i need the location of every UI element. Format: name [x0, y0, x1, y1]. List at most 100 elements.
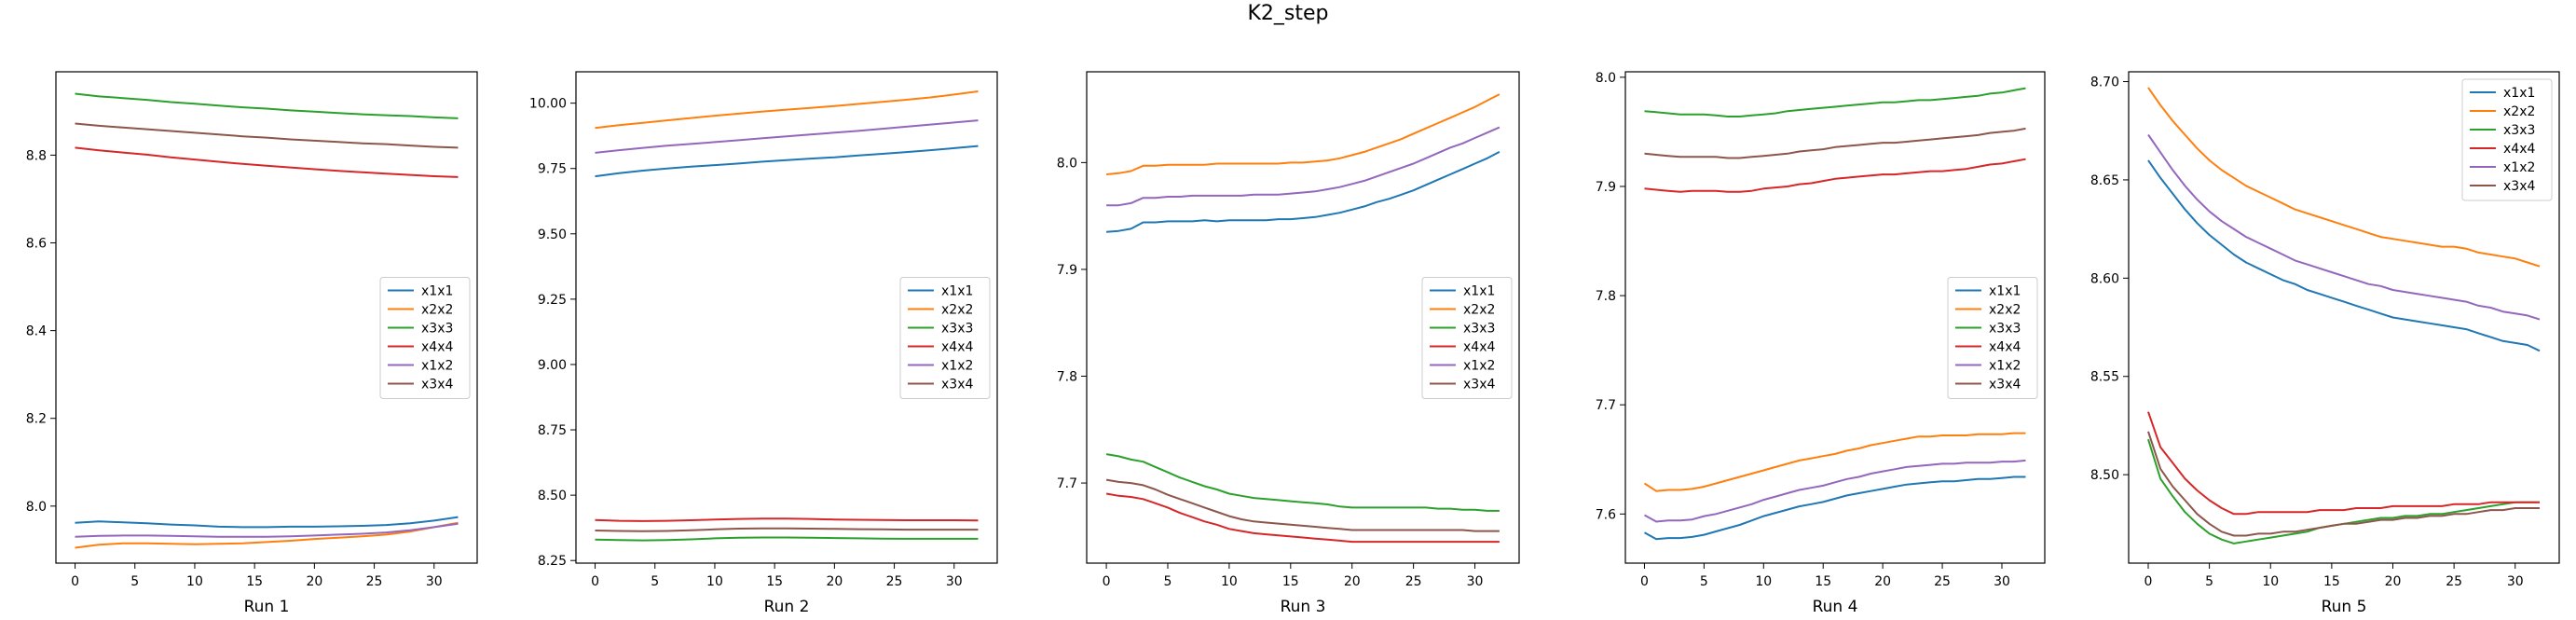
x-tick-label: 5: [130, 574, 139, 589]
x-tick-label: 15: [1282, 574, 1299, 589]
legend-label-x3x3: x3x3: [1463, 322, 1495, 337]
x-tick-label: 15: [246, 574, 263, 589]
series-line-x1x2: [595, 119, 979, 154]
y-tick-label: 8.2: [26, 412, 47, 427]
legend-label-x1x2: x1x2: [2503, 160, 2535, 175]
x-axis-label: Run 2: [764, 598, 810, 616]
series-line-x4x4: [1644, 158, 2026, 193]
series-line-x3x3: [595, 536, 979, 542]
x-tick-label: 10: [1755, 574, 1772, 589]
y-tick-label: 9.75: [538, 162, 567, 177]
x-tick-label: 0: [71, 574, 79, 589]
legend-label-x4x4: x4x4: [1463, 340, 1495, 355]
series-line-x2x2: [75, 521, 459, 549]
y-tick-label: 9.25: [538, 293, 567, 308]
x-tick-label: 25: [1405, 574, 1422, 589]
subplot-run-4: 0 5 10 15 20 25 30 7.6 7.7 7.8 7.9 8.0 Run 4 x1x1 x2x2…: [1596, 71, 2046, 616]
series-line-x1x1: [595, 145, 979, 178]
series-line-x1x2: [2147, 133, 2541, 321]
y-tick-label: 8.4: [26, 324, 47, 339]
series-line-x2x2: [2147, 87, 2541, 268]
legend-label-x3x3: x3x3: [2503, 123, 2535, 138]
y-tick-label: 8.0: [1057, 156, 1077, 171]
series-line-x3x4: [1644, 127, 2026, 159]
series-line-x1x2: [1644, 459, 2026, 523]
x-tick-label: 0: [2144, 574, 2153, 589]
x-tick-label: 0: [1640, 574, 1649, 589]
legend-label-x1x1: x1x1: [1463, 284, 1495, 299]
x-tick-label: 20: [1874, 574, 1891, 589]
x-tick-label: 25: [1934, 574, 1951, 589]
legend-label-x2x2: x2x2: [941, 303, 973, 318]
x-tick-label: 10: [1221, 574, 1238, 589]
legend-box: [379, 277, 471, 399]
y-tick-label: 8.75: [538, 423, 567, 438]
y-tick-label: 8.0: [26, 500, 47, 515]
legend-label-x3x4: x3x4: [941, 378, 973, 393]
y-tick-label: 8.25: [538, 554, 567, 569]
legend: x1x1 x2x2 x3x3 x4x4 x1x2 x3x4: [379, 277, 471, 399]
x-tick-label: 20: [1344, 574, 1361, 589]
series-line-x1x1: [1644, 475, 2026, 541]
legend-label-x3x4: x3x4: [1989, 378, 2021, 393]
legend-label-x2x2: x2x2: [421, 303, 453, 318]
series-line-x1x2: [75, 522, 459, 538]
x-tick-label: 10: [2262, 574, 2279, 589]
series-line-x3x4: [2147, 431, 2540, 537]
legend-label-x2x2: x2x2: [1463, 303, 1495, 318]
legend-label-x2x2: x2x2: [1989, 303, 2021, 318]
legend-label-x1x1: x1x1: [2503, 86, 2535, 101]
y-tick-label: 7.8: [1596, 289, 1616, 304]
y-tick-label: 9.50: [538, 227, 567, 242]
legend: x1x1 x2x2 x3x3 x4x4 x1x2 x3x4: [1947, 277, 2038, 399]
legend-label-x3x4: x3x4: [1463, 378, 1495, 393]
legend-label-x4x4: x4x4: [1989, 340, 2021, 355]
series-line-x3x4: [1105, 478, 1500, 532]
x-tick-label: 20: [826, 574, 843, 589]
legend-label-x3x3: x3x3: [421, 322, 453, 337]
subplot-run-2: 0 5 10 15 20 25 30 8.25 8.50 8.75 9.00 9.25 9.50 9.75…: [529, 71, 998, 616]
legend-label-x1x1: x1x1: [1989, 284, 2021, 299]
legend: x1x1 x2x2 x3x3 x4x4 x1x2 x3x4: [1421, 277, 1513, 399]
subplot-run-5: 0 5 10 15 20 25 30 8.50 8.55 8.60 8.65 8.70 Run 5 x1x…: [2090, 71, 2560, 616]
y-tick-label: 7.8: [1057, 370, 1077, 385]
series-line-x2x2: [595, 90, 979, 130]
x-axis-label: Run 5: [2322, 598, 2367, 616]
series-line-x3x3: [75, 92, 459, 119]
x-tick-label: 0: [1103, 574, 1111, 589]
y-tick-label: 8.6: [26, 237, 47, 252]
x-tick-label: 25: [2446, 574, 2462, 589]
legend: x1x1 x2x2 x3x3 x4x4 x1x2 x3x4: [2461, 78, 2553, 201]
y-tick-label: 8.65: [2090, 173, 2119, 188]
x-tick-label: 15: [766, 574, 783, 589]
legend-label-x1x2: x1x2: [1463, 359, 1495, 374]
legend-label-x1x2: x1x2: [1989, 359, 2021, 374]
y-tick-label: 7.9: [1057, 263, 1077, 278]
series-line-x1x1: [75, 516, 459, 529]
y-tick-label: 8.0: [1596, 71, 1616, 86]
x-tick-label: 30: [426, 574, 443, 589]
legend-label-x3x4: x3x4: [421, 378, 453, 393]
figure-title: K2_step: [1247, 2, 1329, 25]
x-tick-label: 30: [946, 574, 963, 589]
subplot-run-1: 0 5 10 15 20 25 30 8.0 8.2 8.4 8.6 8.8 Run 1 x1x1 x2x2…: [26, 71, 478, 616]
y-tick-label: 8.70: [2090, 76, 2119, 90]
legend-label-x4x4: x4x4: [2503, 142, 2535, 157]
legend-label-x2x2: x2x2: [2503, 104, 2535, 119]
series-line-x3x4: [75, 122, 459, 149]
x-axis-label: Run 3: [1281, 598, 1326, 616]
y-tick-label: 7.7: [1596, 398, 1616, 413]
x-tick-label: 5: [1700, 574, 1708, 589]
series-line-x2x2: [1106, 93, 1500, 175]
y-tick-label: 7.6: [1596, 507, 1616, 522]
legend-label-x4x4: x4x4: [421, 340, 453, 355]
x-tick-label: 20: [2385, 574, 2402, 589]
series-line-x1x1: [1106, 151, 1500, 233]
legend-box: [2461, 78, 2553, 201]
series-line-x1x1: [2147, 159, 2541, 352]
y-tick-label: 7.9: [1596, 180, 1616, 195]
legend-label-x1x2: x1x2: [941, 359, 973, 374]
series-line-x4x4: [2147, 411, 2540, 516]
series-line-x1x2: [1106, 126, 1500, 207]
